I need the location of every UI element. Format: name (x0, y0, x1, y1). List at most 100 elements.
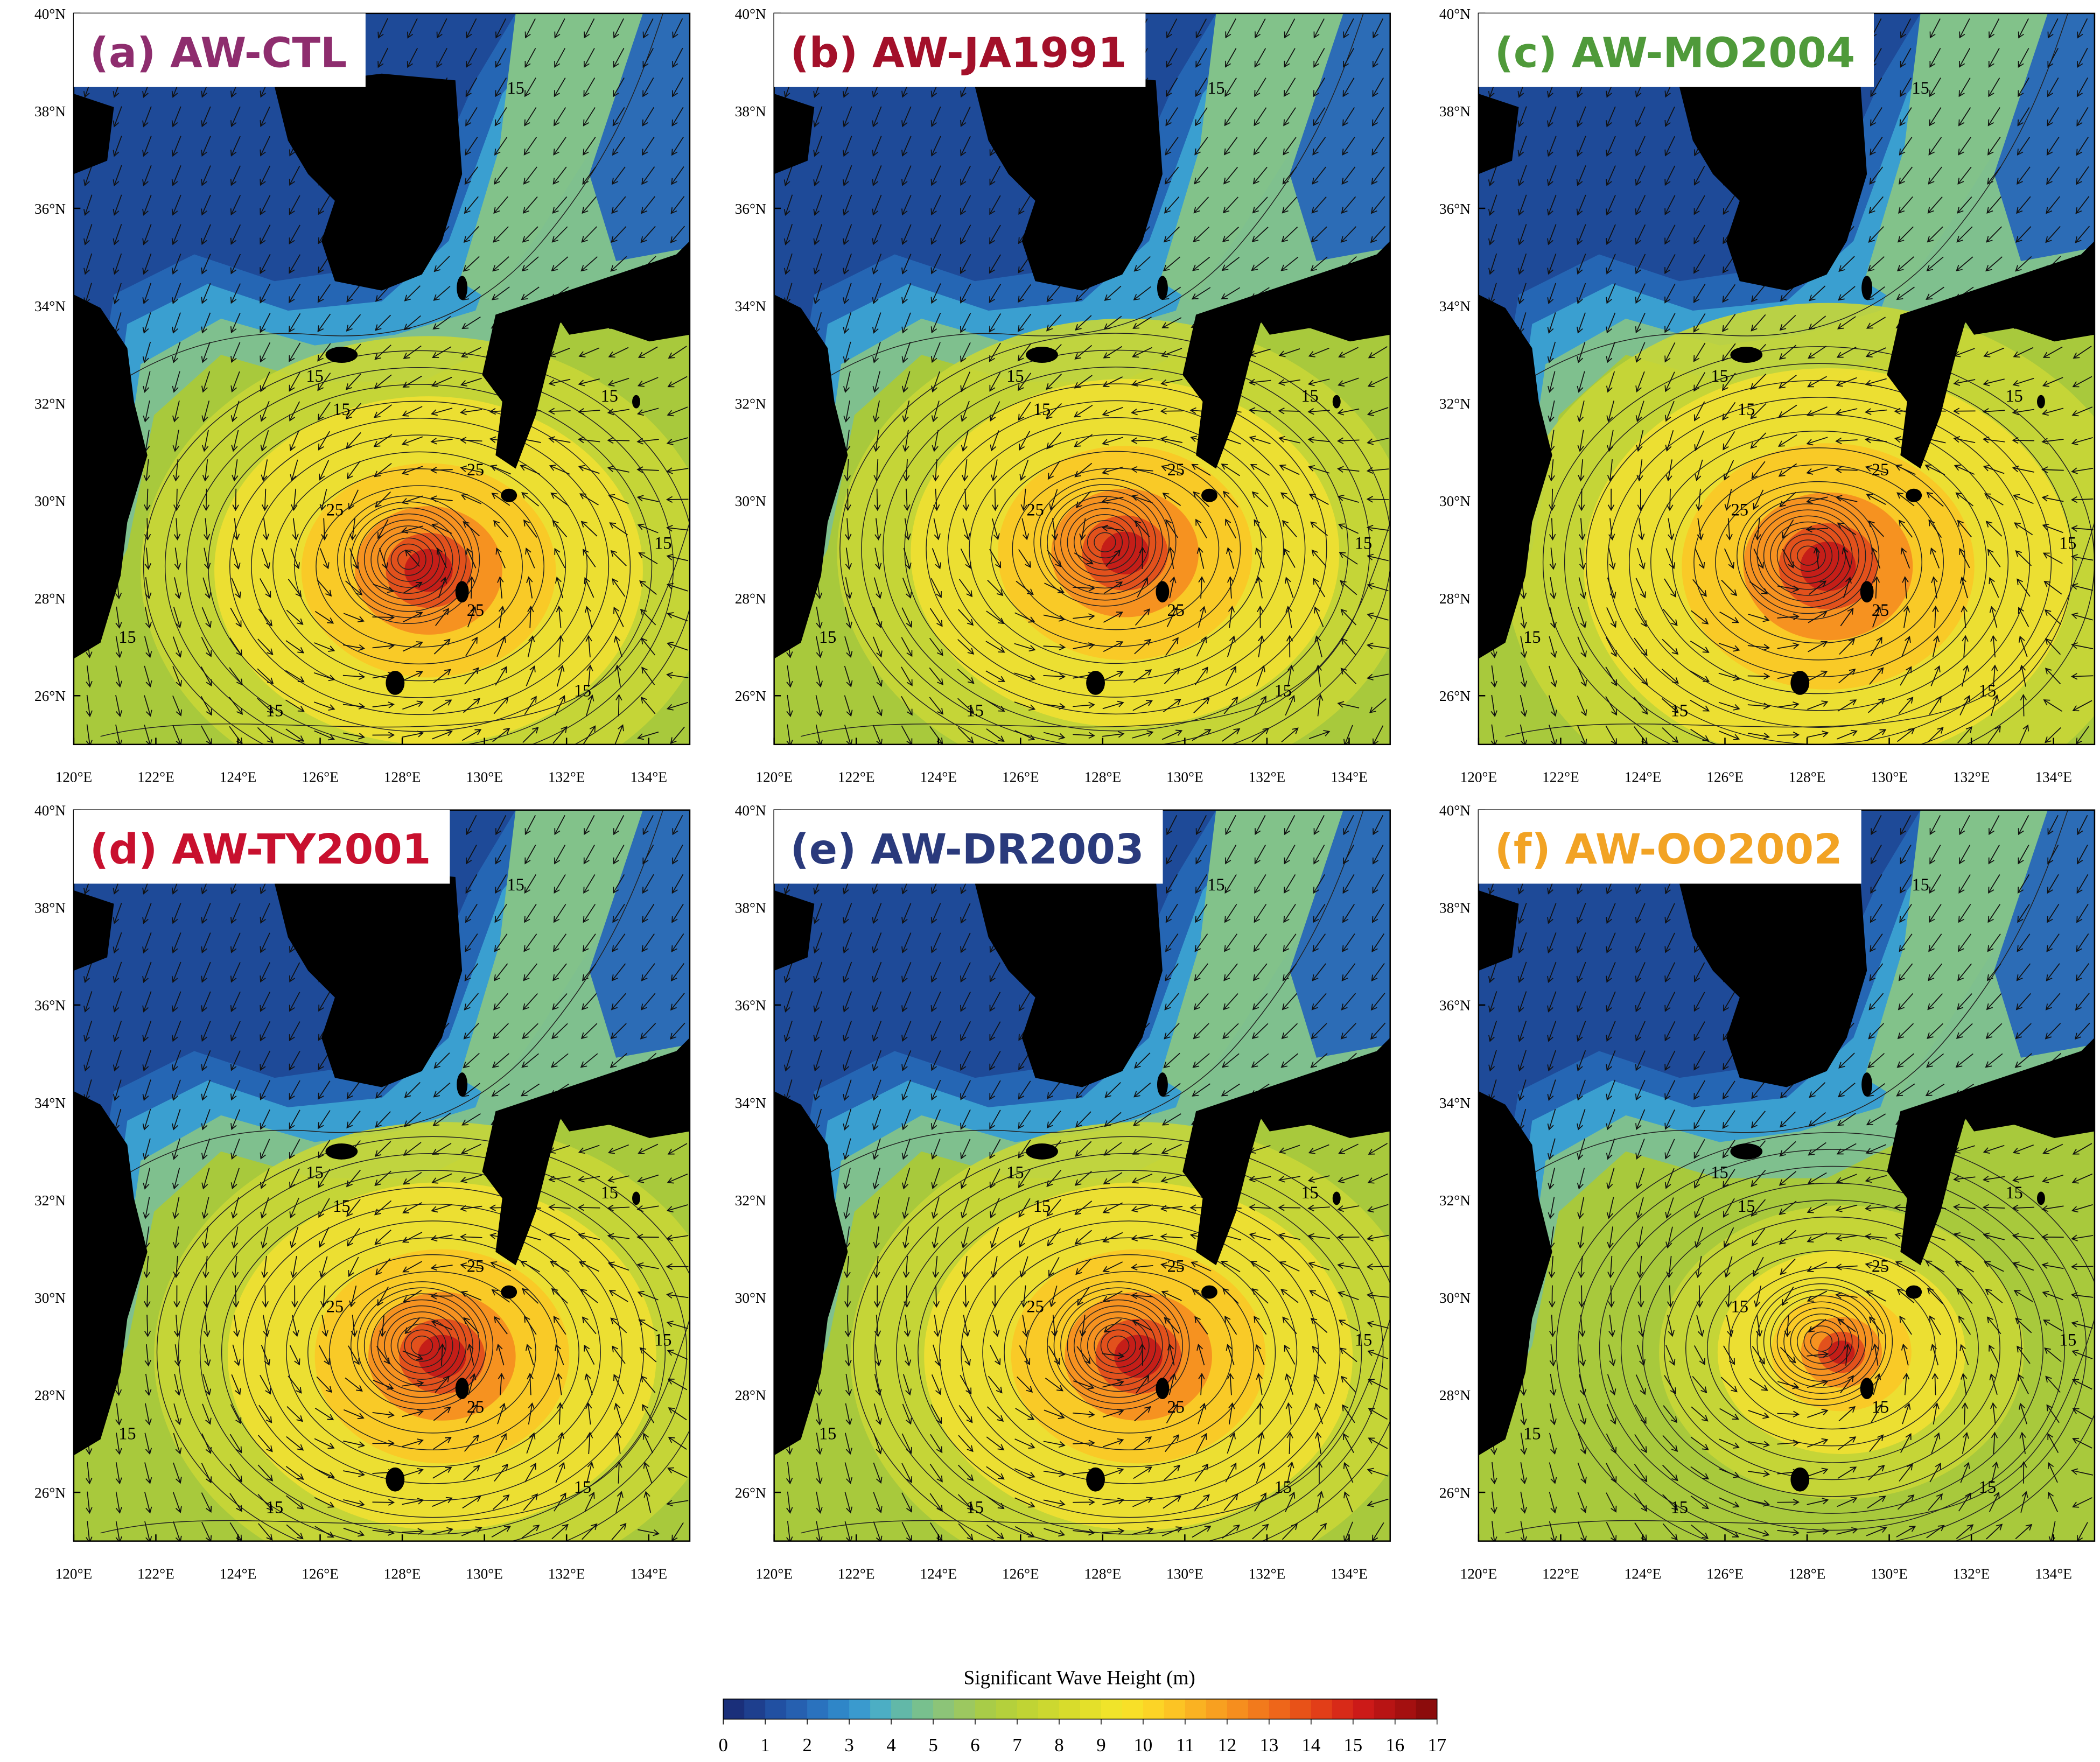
wind-arrow (1696, 1285, 1703, 1308)
wind-arrow (201, 1492, 212, 1513)
wind-arrow (873, 1521, 883, 1541)
wind-arrow (1307, 1204, 1330, 1212)
wind-arrow (1103, 1142, 1122, 1156)
wind-arrow (667, 1173, 688, 1184)
wind-arrow (872, 1109, 881, 1131)
wind-arrow (2070, 1263, 2094, 1270)
island (1201, 1285, 1217, 1299)
wind-arrow (872, 254, 882, 275)
wind-arrow (641, 166, 655, 185)
wind-arrow (1927, 226, 1943, 243)
wind-arrow (1166, 607, 1178, 627)
wind-arrow (901, 1109, 911, 1131)
wind-arrow (375, 314, 391, 331)
wind-arrow (843, 1079, 852, 1101)
wind-arrow (1372, 844, 1384, 865)
wind-arrow (960, 401, 970, 422)
wind-arrow (1899, 933, 1913, 952)
wind-arrow (668, 1436, 687, 1450)
lat-tick-label: 36°N (34, 998, 66, 1014)
wind-arrow (901, 136, 912, 157)
wind-arrow (258, 1523, 273, 1541)
wind-arrow (1342, 78, 1355, 97)
wind-arrow (342, 703, 366, 710)
wind-arrow (901, 283, 912, 304)
wind-arrow (2070, 496, 2094, 503)
wind-arrow (495, 666, 507, 686)
wind-arrow (2018, 844, 2029, 865)
wind-arrow (548, 378, 571, 387)
wind-arrow (1547, 991, 1557, 1013)
wind-arrow (929, 1493, 943, 1512)
wind-arrow (1307, 378, 1330, 387)
wind-arrow (582, 196, 597, 214)
wind-arrow (1547, 1079, 1556, 1101)
wind-arrow (83, 1050, 92, 1072)
wind-arrow (2075, 993, 2090, 1011)
wind-arrow (873, 1226, 880, 1249)
contour (100, 522, 690, 737)
wind-arrow (930, 312, 941, 334)
wind-arrow (346, 284, 361, 303)
wind-arrow (929, 608, 943, 627)
wind-arrow (1719, 1526, 1739, 1538)
wind-arrow (1836, 377, 1857, 387)
wind-arrow (1984, 493, 2004, 506)
wind-arrow (1224, 48, 1237, 68)
wind-arrow (1577, 1462, 1587, 1484)
wind-arrow (2074, 1022, 2090, 1040)
wind-arrow (1872, 1343, 1879, 1366)
colorbar-tick-label: 8 (1054, 1735, 1063, 1756)
wind-arrow (2071, 406, 2093, 417)
contour (1790, 1313, 1853, 1370)
wind-arrow (1719, 611, 1739, 623)
wind-arrow (1725, 1285, 1732, 1308)
wind-arrow (492, 728, 510, 742)
wind-arrow (1990, 1402, 1997, 1425)
wind-arrow (1959, 576, 1968, 599)
wind-arrow (1517, 1050, 1527, 1072)
wind-arrow (1194, 1463, 1209, 1482)
wind-arrow (230, 371, 240, 393)
wind-arrow (1751, 1170, 1766, 1188)
wind-arrow (2071, 1321, 2094, 1329)
wind-arrow (1282, 993, 1298, 1010)
wind-arrow (556, 1402, 564, 1425)
colorbar-frame (723, 1698, 1438, 1720)
wind-arrow (1638, 1315, 1645, 1337)
wind-arrow (987, 580, 1004, 596)
wind-arrow (318, 1110, 331, 1129)
wind-arrow (1103, 346, 1123, 359)
wind-arrow (1018, 284, 1032, 303)
wind-arrow (1900, 815, 1912, 836)
land (274, 870, 463, 1087)
wind-arrow (1931, 1372, 1938, 1395)
land (1236, 241, 1390, 342)
contour-label: 15 (1006, 1163, 1024, 1182)
colorbar-box (1248, 1699, 1270, 1719)
wind-arrow (1015, 1408, 1035, 1420)
wind-arrow (783, 991, 793, 1013)
wind-arrow (1807, 1232, 1828, 1243)
wind-arrow (1367, 1204, 1389, 1213)
wind-arrow (930, 903, 941, 924)
wind-arrow (467, 1343, 474, 1366)
wind-arrow (432, 1143, 452, 1155)
wind-arrow (1779, 1171, 1797, 1186)
wind-arrow (584, 606, 593, 628)
wind-arrow (142, 1021, 152, 1042)
wind-arrow (1961, 1402, 1969, 1425)
wind-arrow (1989, 1373, 1998, 1395)
wind-arrow (1931, 576, 1938, 599)
wind-arrow (1520, 724, 1528, 745)
contour (370, 525, 447, 594)
wind-arrow (904, 1315, 911, 1337)
wind-arrow (1343, 1521, 1353, 1541)
wind-arrow (578, 347, 600, 357)
wind-arrow (1164, 1464, 1181, 1481)
wind-arrow (345, 580, 363, 595)
contour-label: 15 (654, 533, 671, 553)
wind-arrow (2041, 438, 2064, 445)
